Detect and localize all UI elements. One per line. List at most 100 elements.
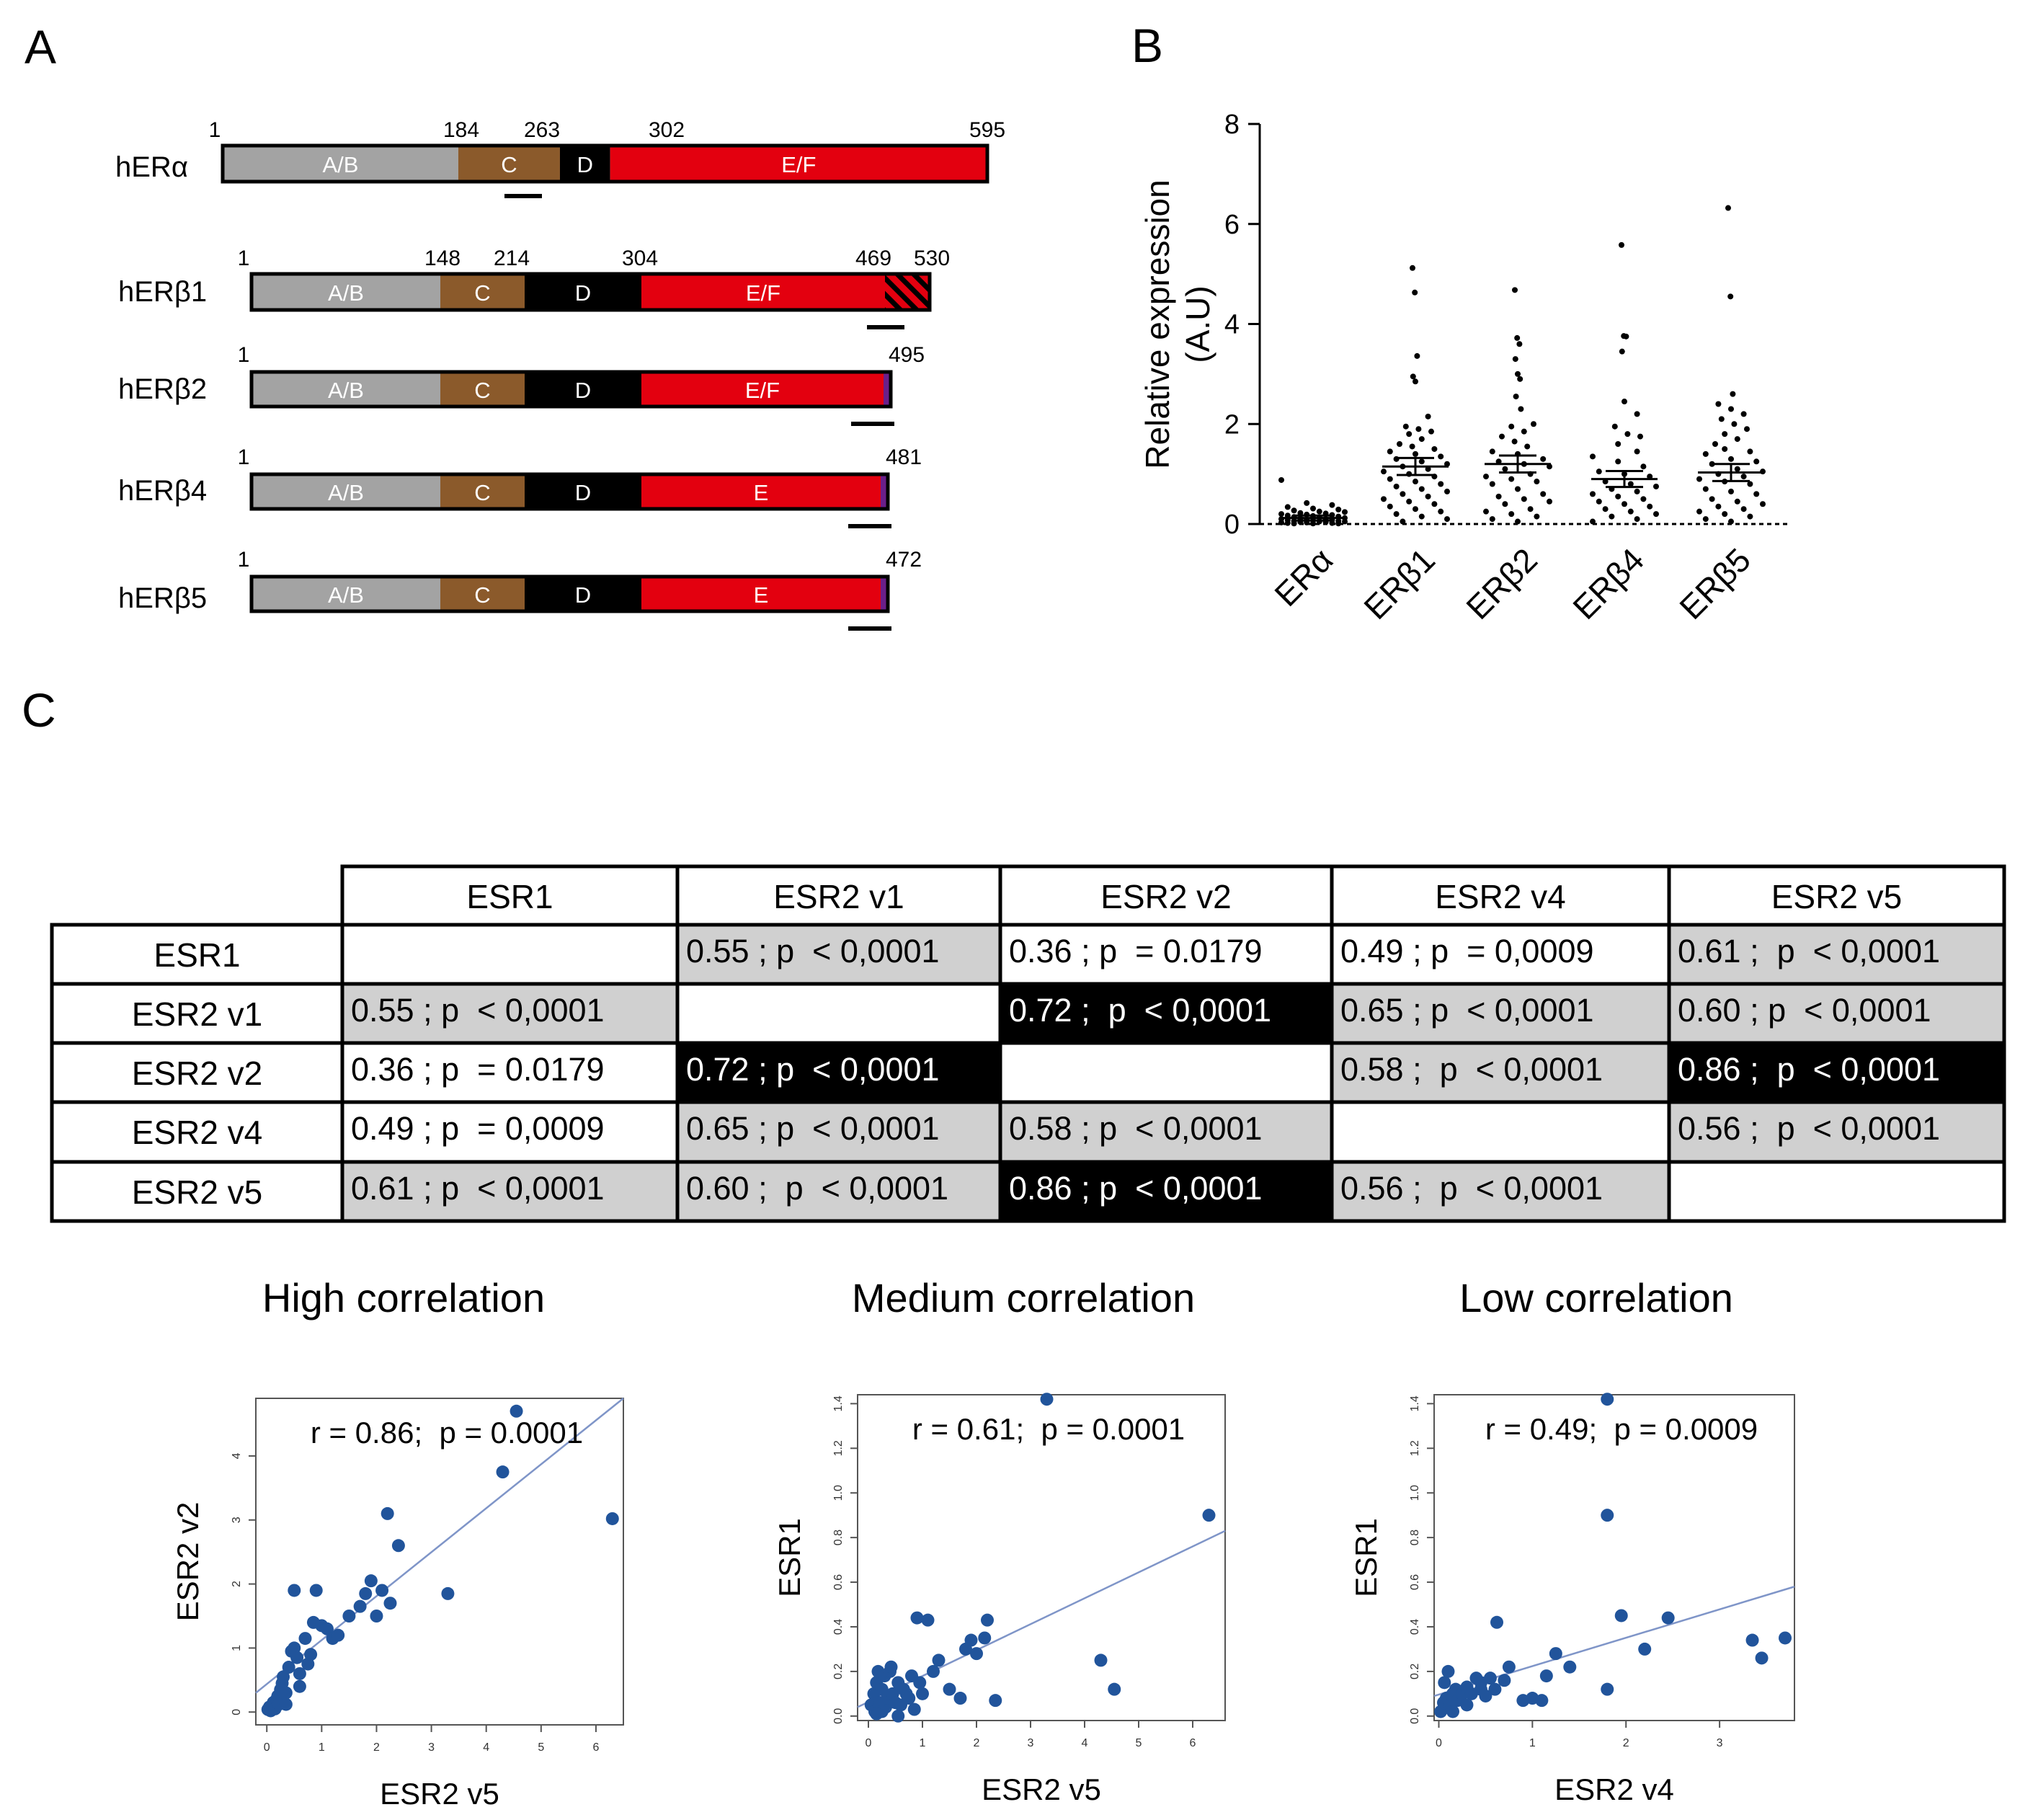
data-point (1483, 474, 1489, 480)
scatter-point (277, 1670, 290, 1684)
correlation-annotation: r = 0.61; p = 0.0001 (912, 1412, 1185, 1446)
correlation-value: 0.86 ; p < 0,0001 (1678, 1051, 1940, 1088)
data-point (1615, 441, 1621, 447)
data-point (1410, 373, 1416, 380)
correlation-value: 0.55 ; p < 0,0001 (351, 992, 605, 1029)
correlation-value: 0.36 ; p = 0.0179 (1009, 933, 1263, 969)
data-point (1637, 433, 1643, 440)
scatter-point (375, 1584, 389, 1597)
scatter-point (1490, 1615, 1504, 1629)
x-tick-label: 0 (264, 1741, 270, 1754)
correlation-annotation: r = 0.49; p = 0.0009 (1485, 1412, 1758, 1446)
regression-line (255, 1398, 624, 1694)
domain-label: E/F (746, 280, 780, 306)
y-tick-label: 0 (231, 1709, 243, 1715)
data-point (1335, 506, 1342, 512)
scatter-point (927, 1664, 940, 1678)
data-point (1431, 445, 1438, 452)
data-point (1740, 411, 1747, 417)
table-cell (1330, 923, 1671, 986)
data-point (1702, 486, 1709, 492)
data-point (1502, 501, 1508, 507)
x-tick-label: 1 (319, 1741, 325, 1754)
data-point (1397, 441, 1402, 447)
scatter-point (279, 1697, 293, 1711)
scatter-point (910, 1611, 924, 1625)
correlation-value: 0.61 ; p < 0,0001 (351, 1170, 605, 1207)
data-point (1515, 486, 1521, 492)
table-header-label: ESR1 (466, 878, 553, 915)
x-tick-label: 3 (1028, 1737, 1034, 1749)
scatter-point (1108, 1682, 1121, 1696)
data-point (1590, 491, 1596, 497)
data-point (1329, 502, 1335, 508)
y-tick-label: 1.4 (832, 1395, 845, 1411)
correlation-value: 0.49 ; p = 0,0009 (351, 1110, 605, 1147)
x-tick-label: 1 (1529, 1737, 1536, 1749)
data-point (1747, 448, 1753, 455)
scatter-point (1460, 1698, 1474, 1712)
data-point (1517, 376, 1523, 382)
y-tick-label: 2 (1224, 409, 1240, 440)
protein-name: hERα (115, 151, 188, 183)
data-point (1412, 289, 1418, 296)
y-tick-label: 0.2 (1409, 1664, 1421, 1679)
data-point (1438, 508, 1444, 515)
y-tick-label: 0.4 (832, 1619, 845, 1635)
domain-d (559, 146, 610, 182)
protein-outline (221, 143, 989, 184)
scatter-point (279, 1686, 293, 1700)
table-cell (340, 1100, 680, 1164)
x-tick-label: 2 (1623, 1737, 1629, 1749)
protein-name: hERβ4 (118, 475, 207, 507)
data-point (1316, 508, 1322, 515)
position-label: 302 (649, 118, 685, 142)
domain-c (440, 577, 525, 611)
y-axis-label: ESR1 (773, 1518, 806, 1597)
data-point (1709, 496, 1715, 502)
table-header-cell (1667, 864, 2006, 927)
scatter-point (943, 1682, 956, 1696)
correlation-value: 0.56 ; p < 0,0001 (1678, 1110, 1940, 1147)
data-point (1596, 498, 1602, 505)
panel-label-a: A (25, 20, 56, 74)
domain-c (458, 146, 560, 182)
data-point (1734, 466, 1740, 472)
protein-outline (249, 574, 890, 613)
data-point (1524, 443, 1531, 450)
correlation-value: 0.58 ; p < 0,0001 (1009, 1110, 1263, 1147)
protein-outline (249, 370, 893, 409)
table-cell (998, 982, 1334, 1045)
scatter-point (441, 1586, 455, 1600)
data-point (1393, 511, 1400, 518)
data-point (1521, 496, 1527, 502)
scatter-point (1479, 1689, 1493, 1703)
domain-ef (641, 577, 881, 611)
table-cell (1667, 923, 2006, 986)
domain-label: E/F (781, 152, 816, 177)
data-point (1387, 503, 1393, 510)
scatter-point (353, 1599, 367, 1613)
data-point (1615, 493, 1621, 500)
data-point (1513, 394, 1519, 400)
domain-label: D (575, 280, 591, 306)
scatter-point (496, 1465, 510, 1479)
scatter-point (605, 1512, 619, 1525)
scatter-point (320, 1622, 334, 1635)
data-point (1278, 511, 1284, 518)
plot-frame (1433, 1394, 1795, 1721)
data-point (1402, 423, 1409, 430)
domain-label: D (575, 480, 591, 505)
data-point (1730, 391, 1736, 397)
correlation-value: 0.86 ; p < 0,0001 (1009, 1170, 1263, 1207)
data-point (1702, 516, 1709, 523)
data-point (1425, 493, 1431, 500)
x-tick-label: 2 (373, 1741, 380, 1754)
data-point (1527, 506, 1534, 512)
y-tick-label: 1.0 (832, 1485, 845, 1501)
data-point (1512, 356, 1518, 363)
scatter-point (981, 1613, 994, 1627)
scatter-point (1614, 1609, 1628, 1623)
correlation-value: 0.56 ; p < 0,0001 (1340, 1170, 1603, 1207)
correlation-value: 0.65 ; p < 0,0001 (686, 1110, 940, 1147)
